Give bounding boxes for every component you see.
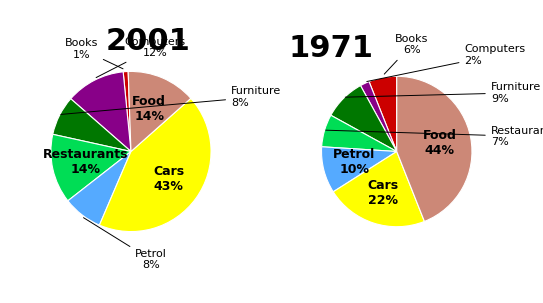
Text: Petrol
8%: Petrol 8% xyxy=(84,218,167,270)
Wedge shape xyxy=(128,72,191,152)
Wedge shape xyxy=(51,134,131,201)
Wedge shape xyxy=(99,98,211,231)
Wedge shape xyxy=(53,99,131,152)
Text: Books
1%: Books 1% xyxy=(65,38,123,69)
Wedge shape xyxy=(71,72,131,152)
Wedge shape xyxy=(68,152,131,225)
Wedge shape xyxy=(331,85,397,152)
Text: Restaurants
14%: Restaurants 14% xyxy=(43,148,129,176)
Text: Cars
22%: Cars 22% xyxy=(368,179,399,207)
Text: 2001: 2001 xyxy=(105,27,190,55)
Wedge shape xyxy=(321,115,397,152)
Text: Food
14%: Food 14% xyxy=(132,95,166,123)
Text: Cars
43%: Cars 43% xyxy=(153,165,184,193)
Wedge shape xyxy=(369,76,397,152)
Text: Books
6%: Books 6% xyxy=(384,34,428,74)
Wedge shape xyxy=(123,72,131,152)
Text: Food
44%: Food 44% xyxy=(422,129,457,157)
Wedge shape xyxy=(361,82,397,152)
Text: Petrol
10%: Petrol 10% xyxy=(333,148,376,176)
Wedge shape xyxy=(333,152,425,227)
Text: 1971: 1971 xyxy=(289,34,374,63)
Text: Restaurants
7%: Restaurants 7% xyxy=(326,126,543,147)
Wedge shape xyxy=(397,76,472,221)
Text: Computers
2%: Computers 2% xyxy=(367,45,526,82)
Wedge shape xyxy=(321,147,397,192)
Text: Furniture
8%: Furniture 8% xyxy=(61,86,281,115)
Text: Computers
12%: Computers 12% xyxy=(96,37,186,78)
Text: Furniture
9%: Furniture 9% xyxy=(345,82,541,104)
